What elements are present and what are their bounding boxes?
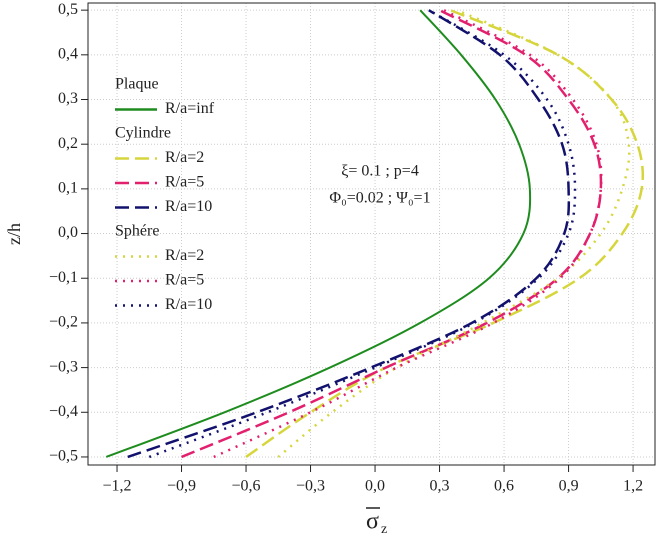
legend-label: R/a=2 [165, 149, 204, 166]
y-tick-label: 0,3 [58, 90, 78, 107]
y-tick-label: 0,0 [58, 224, 78, 241]
y-tick-label: 0,2 [58, 135, 78, 152]
x-tick-label: 0,0 [365, 478, 385, 495]
y-tick-label: 0,5 [58, 1, 78, 18]
y-tick-label: −0,5 [49, 448, 78, 465]
x-tick-label: −0,6 [232, 478, 261, 495]
x-tick-label: 0,6 [494, 478, 514, 495]
series-line [105, 9, 532, 458]
y-axis-label: z/h [4, 223, 24, 245]
y-tick-label: 0,4 [58, 46, 78, 63]
y-tick-label: −0,4 [49, 403, 78, 420]
plot-frame [87, 2, 656, 466]
legend-label: R/a=inf [165, 100, 215, 117]
legend: Plaque R/a=inf Cylindre R/a=2 R/a=5 R/a=10 Sph… [115, 76, 215, 313]
x-tick-label: 1,2 [623, 478, 643, 495]
x-axis-label-subscript: z [381, 522, 387, 537]
y-tick-label: −0,1 [49, 269, 78, 286]
annotation: Φ₀=0.02 ; Ψ₀=1 [329, 190, 430, 207]
series-line [181, 9, 603, 459]
annotation: ξ= 0.1 ; p=4 [341, 163, 419, 180]
legend-group-title: Cylindre [115, 125, 171, 142]
legend-label: R/a=10 [165, 296, 212, 313]
y-tick-label: −0,3 [49, 358, 78, 375]
x-tick-label: −0,3 [296, 478, 325, 495]
x-axis-label: σ [366, 509, 379, 535]
legend-label: R/a=2 [165, 247, 204, 264]
legend-group-title: Sphére [115, 223, 159, 240]
legend-label: R/a=10 [165, 198, 212, 215]
legend-group-title: Plaque [115, 76, 159, 93]
series-line [148, 9, 577, 459]
y-tick-label: 0,1 [58, 180, 78, 197]
x-tick-label: 0,9 [559, 478, 579, 495]
x-tick-label: −1,2 [103, 478, 132, 495]
legend-label: R/a=5 [165, 174, 204, 191]
y-tick-label: −0,2 [49, 314, 78, 331]
series-line [277, 9, 631, 458]
x-tick-label: −0,9 [167, 478, 196, 495]
x-tick-label: 0,3 [430, 478, 450, 495]
legend-label: R/a=5 [165, 272, 204, 289]
